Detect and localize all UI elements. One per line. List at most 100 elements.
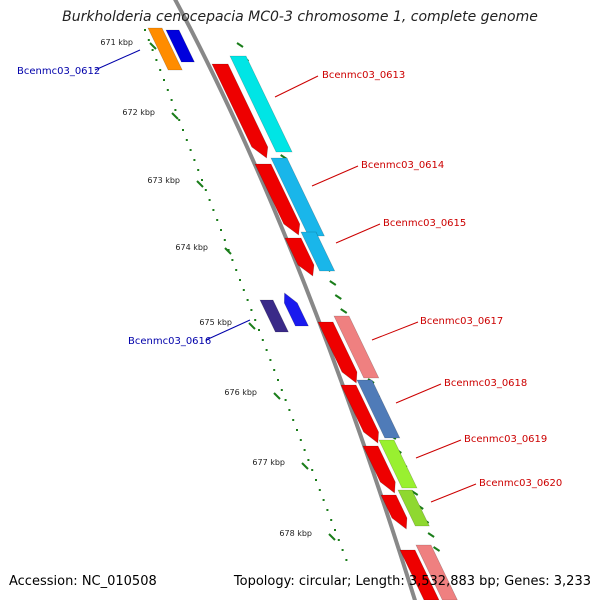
track-dot xyxy=(296,429,298,431)
gene-block-red xyxy=(340,384,379,444)
feature-dash xyxy=(340,308,348,314)
track-dot xyxy=(311,469,314,471)
track-dot xyxy=(292,419,295,421)
track-dot xyxy=(216,219,219,221)
tick-mark xyxy=(248,322,256,330)
gene-block-cyan xyxy=(229,55,293,153)
track-dot xyxy=(318,489,321,491)
track-dot xyxy=(155,59,158,61)
track-dot xyxy=(193,159,196,161)
track-dot xyxy=(163,79,165,81)
track-dot xyxy=(144,29,146,31)
gene-block-pink xyxy=(333,315,380,379)
leader-line xyxy=(274,75,319,98)
track-dot xyxy=(231,259,234,261)
track-dot xyxy=(147,39,150,41)
track-dot xyxy=(182,129,184,131)
track-dot xyxy=(189,149,192,151)
leader-line xyxy=(205,319,251,341)
feature-dash xyxy=(427,532,435,538)
tick-label: 677 kbp xyxy=(252,458,285,467)
tick-mark xyxy=(171,112,179,120)
tick-mark xyxy=(149,42,157,50)
track-dot xyxy=(242,289,245,291)
track-dot xyxy=(159,69,162,71)
tick-mark xyxy=(224,247,232,255)
gene-label: Bcenmc03_0614 xyxy=(361,160,444,171)
gene-label: Bcenmc03_0620 xyxy=(479,478,562,489)
backbone-arc xyxy=(173,0,417,600)
track-dot xyxy=(337,539,340,541)
gene-block-blue xyxy=(165,29,195,63)
tick-mark xyxy=(196,180,204,188)
gene-block-red xyxy=(362,445,396,494)
tick-marks xyxy=(149,42,336,541)
tick-label: 672 kbp xyxy=(122,108,155,117)
leader-line xyxy=(415,439,462,459)
tick-label: 671 kbp xyxy=(100,38,133,47)
leader-line xyxy=(335,223,381,244)
label-leader-lines xyxy=(94,49,477,503)
track-dot xyxy=(307,459,310,461)
gene-block-blue xyxy=(283,292,309,327)
track-dot xyxy=(178,119,181,121)
leader-line xyxy=(395,383,442,404)
gene-label: Bcenmc03_0618 xyxy=(444,378,527,389)
tick-labels: 671 kbp 672 kbp 673 kbp 674 kbp 675 kbp 676 k… xyxy=(100,38,312,538)
gene-block-indigo xyxy=(259,299,289,333)
tick-mark xyxy=(301,462,309,470)
leader-line xyxy=(311,165,359,187)
track-dot xyxy=(284,399,287,401)
track-dot xyxy=(303,449,306,451)
gene-block-red xyxy=(317,321,358,384)
gene-label: Bcenmc03_0616 xyxy=(128,336,211,347)
track-dot xyxy=(280,389,283,391)
track-dot xyxy=(330,519,333,521)
gene-block-red xyxy=(284,237,315,277)
track-dot xyxy=(334,529,336,531)
gene-block-skyblue xyxy=(300,231,336,272)
gene-block-red xyxy=(254,163,301,236)
tick-label: 675 kbp xyxy=(199,318,232,327)
feature-dash xyxy=(236,42,244,48)
gene-block-lime xyxy=(397,489,430,527)
track-dot xyxy=(185,139,188,141)
gene-block-pink xyxy=(415,544,458,600)
tick-dot-track xyxy=(144,29,348,561)
track-dot xyxy=(273,369,276,371)
track-dot xyxy=(223,239,226,241)
track-dot xyxy=(204,189,207,191)
track-dot xyxy=(315,479,317,481)
track-dot xyxy=(208,199,211,201)
track-dot xyxy=(197,169,200,171)
track-dot xyxy=(227,249,230,251)
feature-dash xyxy=(334,294,342,300)
gene-labels: Bcenmc03_0612 Bcenmc03_0613 Bcenmc03_0614 B… xyxy=(17,66,562,489)
tick-label: 676 kbp xyxy=(224,388,257,397)
tick-label: 674 kbp xyxy=(175,243,208,252)
track-dot xyxy=(151,49,154,51)
gene-block-skyblue xyxy=(270,157,325,237)
feature-blocks xyxy=(147,27,458,600)
track-dot xyxy=(261,339,264,341)
track-dot xyxy=(288,409,291,411)
genome-summary-text: Topology: circular; Length: 3,532,883 bp… xyxy=(233,574,591,589)
gene-block-lime xyxy=(378,439,418,489)
gene-label: Bcenmc03_0619 xyxy=(464,434,547,445)
track-dot xyxy=(201,179,203,181)
track-dot xyxy=(345,559,348,561)
accession-text: Accession: NC_010508 xyxy=(9,574,157,589)
gene-block-red xyxy=(380,494,408,530)
gene-block-steelblue xyxy=(356,379,401,439)
track-dot xyxy=(174,109,177,111)
leader-line xyxy=(94,49,141,71)
track-dot xyxy=(269,359,272,361)
tick-label: 673 kbp xyxy=(147,176,180,185)
gene-label: Bcenmc03_0615 xyxy=(383,218,466,229)
gene-block-red xyxy=(211,63,269,159)
gene-block-orange xyxy=(147,27,183,71)
track-dot xyxy=(277,379,279,381)
track-dot xyxy=(170,99,173,101)
track-dot xyxy=(239,279,241,281)
